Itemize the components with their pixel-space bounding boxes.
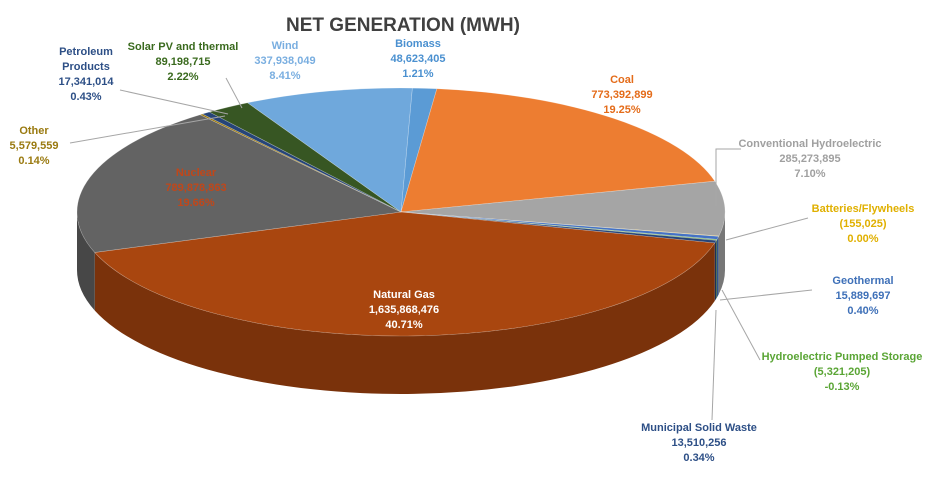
value-label-geothermal: 15,889,697 <box>835 290 890 302</box>
percent-label-other: 0.14% <box>18 155 49 167</box>
value-label-municipal-solid-waste: 13,510,256 <box>671 437 726 449</box>
slice-biomass <box>400 87 438 213</box>
percent-label-coal: 19.25% <box>603 104 641 116</box>
leader-line-solar-pv-and-thermal <box>225 77 243 109</box>
category-label-petroleum-products: Petroleum <box>59 46 113 58</box>
category-label-nuclear: Nuclear <box>176 167 217 179</box>
leader-line-batteries-flywheels <box>725 217 809 241</box>
slice-wind <box>246 87 413 213</box>
slice-natural-gas <box>94 211 716 337</box>
value-label-hydroelectric-pumped-storage: (5,321,205) <box>814 366 871 378</box>
percent-label-conventional-hydroelectric: 7.10% <box>794 168 825 180</box>
pie-tops <box>76 87 726 337</box>
leader-lines <box>69 77 813 421</box>
slice-batteries-flywheels <box>400 211 720 237</box>
leader-line-conventional-hydroelectric <box>715 148 741 206</box>
leader-line-petroleum-products <box>119 89 229 115</box>
slice-side-conventional-hydroelectric <box>718 212 725 295</box>
percent-label-natural-gas: 40.71% <box>385 319 423 331</box>
percent-label-batteries-flywheels: 0.00% <box>847 233 878 245</box>
percent-label-municipal-solid-waste: 0.34% <box>683 452 714 464</box>
leader-line-other <box>69 115 226 144</box>
category-label-solar-pv-and-thermal: Solar PV and thermal <box>128 41 239 53</box>
pie-sides <box>77 212 725 394</box>
percent-label-wind: 8.41% <box>269 70 300 82</box>
percent-label-geothermal: 0.40% <box>847 305 878 317</box>
slice-side-natural-gas <box>94 242 715 394</box>
slice-side-municipal-solid-waste <box>714 240 717 301</box>
leader-line-geothermal <box>719 289 813 301</box>
value-label-nuclear: 789,878,863 <box>165 182 226 194</box>
value-label-batteries-flywheels: (155,025) <box>839 218 886 230</box>
chart-title: NET GENERATION (MWH) <box>286 15 520 36</box>
category-label-municipal-solid-waste: Municipal Solid Waste <box>641 422 757 434</box>
category-label-batteries-flywheels: Batteries/Flywheels <box>812 203 915 215</box>
value-label-wind: 337,938,049 <box>254 55 315 67</box>
leader-line-hydroelectric-pumped-storage <box>721 289 761 361</box>
leader-line-municipal-solid-waste <box>711 309 717 421</box>
slice-coal <box>400 88 716 213</box>
category-label-hydroelectric-pumped-storage: Hydroelectric Pumped Storage <box>762 351 923 363</box>
category-label-geothermal: Geothermal <box>832 275 893 287</box>
category-label-coal: Coal <box>610 74 634 86</box>
percent-label-nuclear: 19.66% <box>177 197 215 209</box>
category-label-biomass: Biomass <box>395 38 441 50</box>
slice-solar-pv-and-thermal <box>208 102 402 213</box>
category-label-conventional-hydroelectric: Conventional Hydroelectric <box>738 138 881 150</box>
slice-side-hydroelectric-pumped-storage <box>716 239 717 299</box>
slice-side-geothermal <box>716 236 719 298</box>
slice-side-nuclear <box>77 212 95 311</box>
category-label-wind: Wind <box>272 40 299 52</box>
value-label-petroleum-products: 17,341,014 <box>58 76 114 88</box>
slice-petroleum-products <box>201 111 402 213</box>
value-label-biomass: 48,623,405 <box>390 53 445 65</box>
percent-label-solar-pv-and-thermal: 2.22% <box>167 71 198 83</box>
value-label-conventional-hydroelectric: 285,273,895 <box>779 153 840 165</box>
category-label-other: Other <box>19 125 49 137</box>
category-label-natural-gas: Natural Gas <box>373 289 435 301</box>
value-label-solar-pv-and-thermal: 89,198,715 <box>155 56 210 68</box>
category-label-2-petroleum-products: Products <box>62 61 110 73</box>
percent-label-petroleum-products: 0.43% <box>70 91 101 103</box>
value-label-natural-gas: 1,635,868,476 <box>369 304 439 316</box>
slice-other <box>199 113 402 213</box>
slice-geothermal <box>400 211 720 240</box>
slice-municipal-solid-waste <box>400 211 717 244</box>
value-label-other: 5,579,559 <box>10 140 59 152</box>
slice-hydroelectric-pumped-storage <box>400 211 718 241</box>
data-labels: Biomass 48,623,405 1.21% Coal 773,392,899 19.… <box>10 38 923 464</box>
value-label-coal: 773,392,899 <box>591 89 652 101</box>
percent-label-hydroelectric-pumped-storage: -0.13% <box>825 381 860 393</box>
percent-label-biomass: 1.21% <box>402 68 433 80</box>
